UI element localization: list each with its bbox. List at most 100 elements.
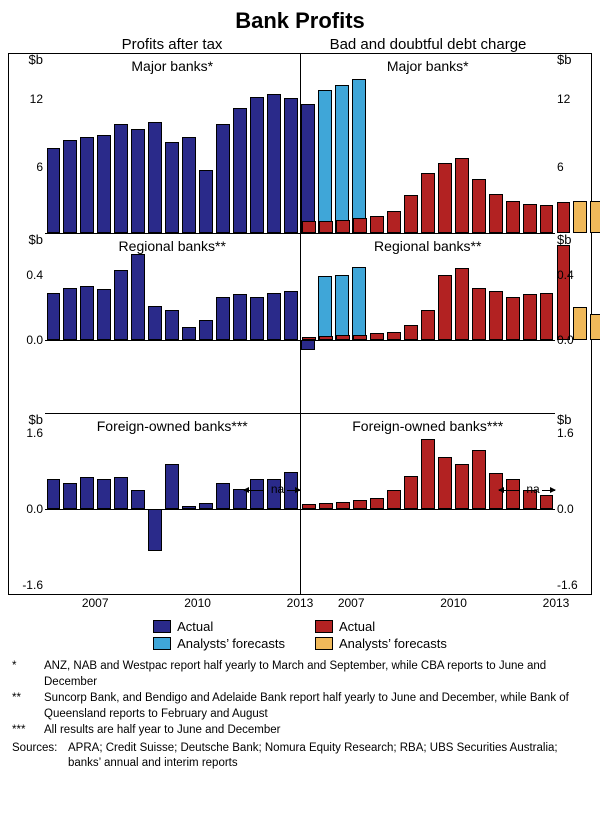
bar xyxy=(284,291,298,340)
bar xyxy=(148,122,162,233)
bar xyxy=(370,216,384,233)
y-tick-label: 1.6 xyxy=(26,426,43,440)
panel-0-right: Major banks* xyxy=(301,54,556,234)
legend-left: Actual Analysts’ forecasts xyxy=(153,617,285,653)
bar xyxy=(131,254,145,340)
bar xyxy=(421,439,435,509)
y-unit: $b xyxy=(557,52,571,67)
y-tick-label: 0.4 xyxy=(557,268,574,282)
panel-title: Foreign-owned banks*** xyxy=(45,418,300,434)
na-label: na xyxy=(271,482,284,496)
bar xyxy=(267,293,281,340)
legend-right: Actual Analysts’ forecasts xyxy=(315,617,447,653)
bar xyxy=(233,294,247,340)
footnotes: *ANZ, NAB and Westpac report half yearly… xyxy=(8,659,592,739)
bar xyxy=(199,320,213,340)
bar xyxy=(284,98,298,233)
bar xyxy=(165,464,179,509)
panel-2-right: Foreign-owned banks*** na xyxy=(301,414,556,594)
na-label: na xyxy=(526,482,539,496)
y-tick-label: 12 xyxy=(30,92,43,106)
y-unit: $b xyxy=(557,232,571,247)
bar xyxy=(489,194,503,233)
bar xyxy=(590,314,600,340)
legend-swatch xyxy=(315,637,333,650)
bar xyxy=(387,490,401,509)
bar xyxy=(182,327,196,340)
y-axis-cell: $b-1.60.01.6 xyxy=(9,414,45,594)
y-tick-label: 0.0 xyxy=(26,502,43,516)
bar xyxy=(216,124,230,233)
y-unit: $b xyxy=(29,52,43,67)
y-axis-cell: $b612 xyxy=(555,54,591,234)
x-tick-label: 2007 xyxy=(82,596,109,610)
bar xyxy=(97,135,111,233)
bar xyxy=(421,310,435,339)
footnote: **Suncorp Bank, and Bendigo and Adelaide… xyxy=(8,691,592,722)
x-tick-label: 2010 xyxy=(184,596,211,610)
bar xyxy=(353,218,367,233)
y-unit: $b xyxy=(29,232,43,247)
bar xyxy=(455,268,469,340)
legend-label: Actual xyxy=(339,619,375,634)
bar xyxy=(404,476,418,509)
y-tick-label: 6 xyxy=(557,160,564,174)
y-axis-cell: $b0.00.4 xyxy=(9,234,45,414)
y-tick-label: -1.6 xyxy=(557,578,578,592)
x-tick-label: 2013 xyxy=(543,596,570,610)
x-axis-left: 200720102013 xyxy=(44,595,300,615)
bar xyxy=(387,332,401,340)
legend-swatch xyxy=(153,620,171,633)
bar xyxy=(114,477,128,509)
bar xyxy=(216,483,230,509)
bar xyxy=(114,270,128,340)
y-tick-label: 0.0 xyxy=(557,333,574,347)
plot-panels: Major banks*Major banks*Regional banks**… xyxy=(45,54,555,594)
panel-1-left: Regional banks** xyxy=(45,234,301,414)
bar xyxy=(47,293,61,340)
y-axis-left: $b612$b0.00.4$b-1.60.01.6 xyxy=(9,54,45,594)
bar xyxy=(199,170,213,233)
bar xyxy=(250,297,264,339)
bar xyxy=(216,297,230,339)
bar xyxy=(540,293,554,340)
legend: Actual Analysts’ forecasts Actual Analysts… xyxy=(8,617,592,653)
sources-label: Sources: xyxy=(8,741,68,772)
legend-item: Analysts’ forecasts xyxy=(153,636,285,651)
column-headers: Profits after tax Bad and doubtful debt … xyxy=(8,36,592,53)
bar xyxy=(506,297,520,339)
bar xyxy=(421,173,435,233)
footnote-text: ANZ, NAB and Westpac report half yearly … xyxy=(44,659,592,690)
legend-item: Actual xyxy=(153,619,285,634)
bar xyxy=(455,464,469,509)
bar xyxy=(131,129,145,233)
x-tick-label: 2007 xyxy=(338,596,365,610)
bar xyxy=(506,479,520,508)
y-axis-cell: $b612 xyxy=(9,54,45,234)
y-axis-right: $b612$b0.00.4$b-1.60.01.6 xyxy=(555,54,591,594)
bar xyxy=(47,148,61,233)
legend-label: Analysts’ forecasts xyxy=(177,636,285,651)
bar xyxy=(267,94,281,233)
legend-label: Actual xyxy=(177,619,213,634)
bar xyxy=(438,457,452,509)
panel-title: Major banks* xyxy=(301,58,556,74)
bar xyxy=(63,140,77,233)
bar xyxy=(97,289,111,339)
bar xyxy=(404,325,418,340)
bar xyxy=(506,201,520,233)
sources: Sources: APRA; Credit Suisse; Deutsche B… xyxy=(8,741,592,772)
bar xyxy=(370,498,384,508)
panel-2-left: Foreign-owned banks*** na xyxy=(45,414,301,594)
bar xyxy=(540,495,554,509)
bar xyxy=(590,201,600,233)
panel-0-left: Major banks* xyxy=(45,54,301,234)
bar xyxy=(540,205,554,233)
panel-title: Foreign-owned banks*** xyxy=(301,418,556,434)
legend-label: Analysts’ forecasts xyxy=(339,636,447,651)
y-tick-label: 1.6 xyxy=(557,426,574,440)
bar xyxy=(250,97,264,233)
bar xyxy=(353,500,367,509)
bar xyxy=(97,479,111,508)
bar xyxy=(47,479,61,508)
